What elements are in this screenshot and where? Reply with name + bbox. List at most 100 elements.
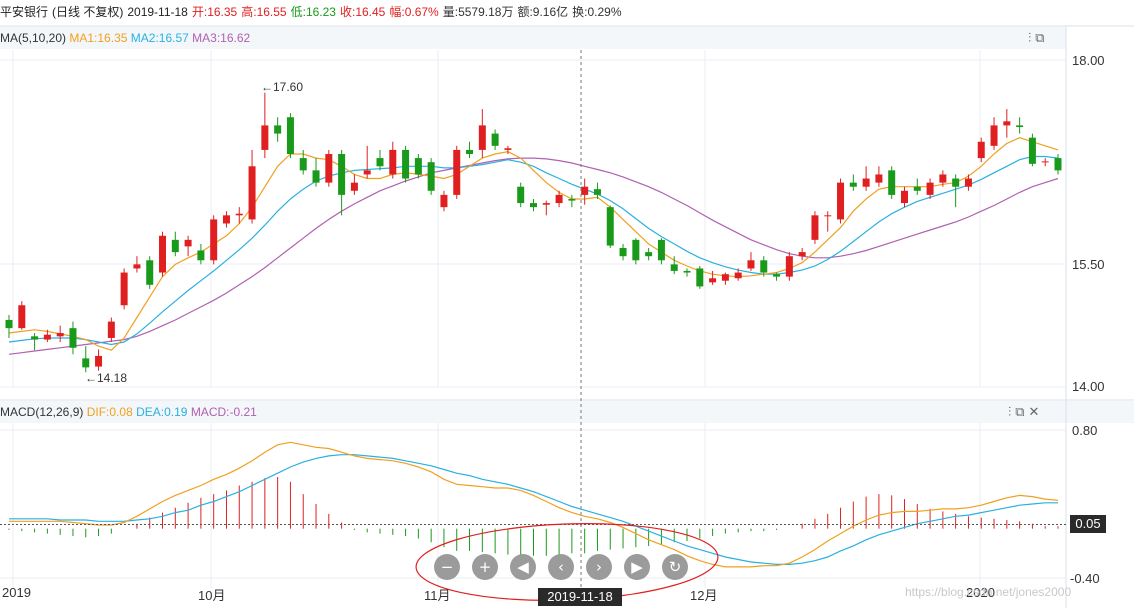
volume-label: 量: (442, 5, 459, 19)
reset-icon[interactable]: ↻ (662, 554, 688, 580)
candle-body (952, 178, 960, 187)
candle (900, 186, 908, 208)
candle (734, 268, 742, 281)
close-icon[interactable]: ✕ (1028, 404, 1044, 419)
candle-body (837, 182, 845, 220)
candle-body (325, 154, 333, 183)
candle-body (363, 170, 371, 175)
ma1-line (8, 137, 1059, 351)
candle (619, 243, 627, 261)
turnover-value: 0.29% (587, 5, 622, 19)
candle (593, 182, 601, 199)
candle-body (440, 194, 448, 208)
candle-body (683, 270, 691, 273)
candle (530, 198, 537, 212)
zoom-out-icon[interactable]: − (434, 554, 460, 580)
settings-icon[interactable]: ⫶ (1008, 404, 1016, 419)
macd-current-label: 0.05 (1070, 515, 1106, 533)
low-value: 16.23 (305, 5, 336, 19)
candle-body (427, 162, 435, 191)
control-glyph: ‹ (558, 558, 564, 576)
step-left-icon[interactable]: ‹ (548, 554, 574, 580)
ma-panel-tools: ⫶⧉ (1028, 30, 1049, 46)
pan-right-icon[interactable]: ▶ (624, 554, 650, 580)
amount-label: 额: (517, 5, 533, 19)
amplitude-value: 0.67% (404, 5, 439, 19)
candle-body (900, 190, 908, 204)
quote-header: 平安银行 (日线 不复权) 2019-11-18 开:16.35 高:16.55 低:16… (0, 0, 1134, 24)
candle-body (402, 149, 410, 179)
candle-body (184, 239, 192, 247)
candle-body (811, 215, 819, 240)
ma-legend-bar (0, 27, 1066, 49)
open-value: 16.35 (207, 5, 238, 19)
zoom-in-icon[interactable]: + (472, 554, 498, 580)
settings-icon[interactable]: ⫶ (1028, 30, 1036, 45)
candle (478, 109, 486, 159)
candle-body (773, 274, 781, 277)
candle-body (734, 272, 742, 279)
close-label: 收: (339, 5, 356, 19)
candle-body (888, 170, 896, 195)
ma3-value: MA3:16.62 (192, 31, 251, 45)
control-glyph: › (596, 558, 602, 576)
price-axis-label: 18.00 (1072, 53, 1105, 68)
dea-line (9, 454, 1058, 566)
x-axis-label: 10月 (198, 588, 226, 603)
candle-body (274, 125, 282, 134)
candle (18, 301, 26, 330)
candle-body (338, 154, 346, 195)
high-value: 16.55 (256, 5, 287, 19)
candle-body (171, 239, 179, 253)
control-glyph: ▶ (631, 558, 643, 576)
candle (363, 145, 371, 179)
zoom-pan-controls: − + ◀ ‹ › ▶ ↻ (434, 554, 688, 580)
candle (862, 166, 870, 191)
candle-body (248, 166, 256, 220)
candle (120, 268, 128, 310)
candle-body (82, 358, 90, 368)
candle (696, 266, 704, 289)
candle (43, 329, 51, 343)
step-right-icon[interactable]: › (586, 554, 612, 580)
candle-body (222, 215, 230, 224)
candle-body (491, 133, 499, 146)
pan-left-icon[interactable]: ◀ (510, 554, 536, 580)
candle (286, 113, 294, 159)
control-button (434, 554, 460, 580)
control-glyph: ↻ (669, 558, 682, 576)
candle (683, 268, 691, 277)
candle-body (530, 203, 537, 208)
candle-body (747, 260, 755, 269)
candle (670, 256, 678, 275)
x-axis-label: 11月 (424, 588, 451, 603)
volume-value: 5579.18万 (458, 5, 514, 19)
candle (657, 238, 665, 265)
candle (555, 190, 563, 208)
candle (1028, 133, 1036, 167)
candle-body (977, 141, 985, 159)
candle-body (657, 239, 665, 261)
ma-legend: MA(5,10,20) MA1:16.35 MA2:16.57 MA3:16.6… (0, 27, 250, 49)
candle (222, 211, 230, 228)
candle (325, 149, 333, 187)
candle (376, 149, 384, 171)
candle-body (696, 268, 704, 287)
candle (1041, 158, 1049, 167)
candle (427, 158, 435, 195)
candle-body (542, 203, 550, 205)
open-label: 开: (191, 5, 208, 19)
candle (248, 149, 256, 224)
candle-body (95, 355, 103, 367)
candle-body (1041, 161, 1049, 163)
candle (107, 317, 115, 343)
x-axis-label: 12月 (690, 588, 718, 603)
candle (798, 248, 806, 261)
candle (402, 145, 410, 183)
window-icon[interactable]: ⧉ (1015, 404, 1029, 419)
window-icon[interactable]: ⧉ (1035, 30, 1049, 45)
candle-body (504, 148, 512, 150)
candles (5, 92, 1062, 373)
control-button (586, 554, 612, 580)
